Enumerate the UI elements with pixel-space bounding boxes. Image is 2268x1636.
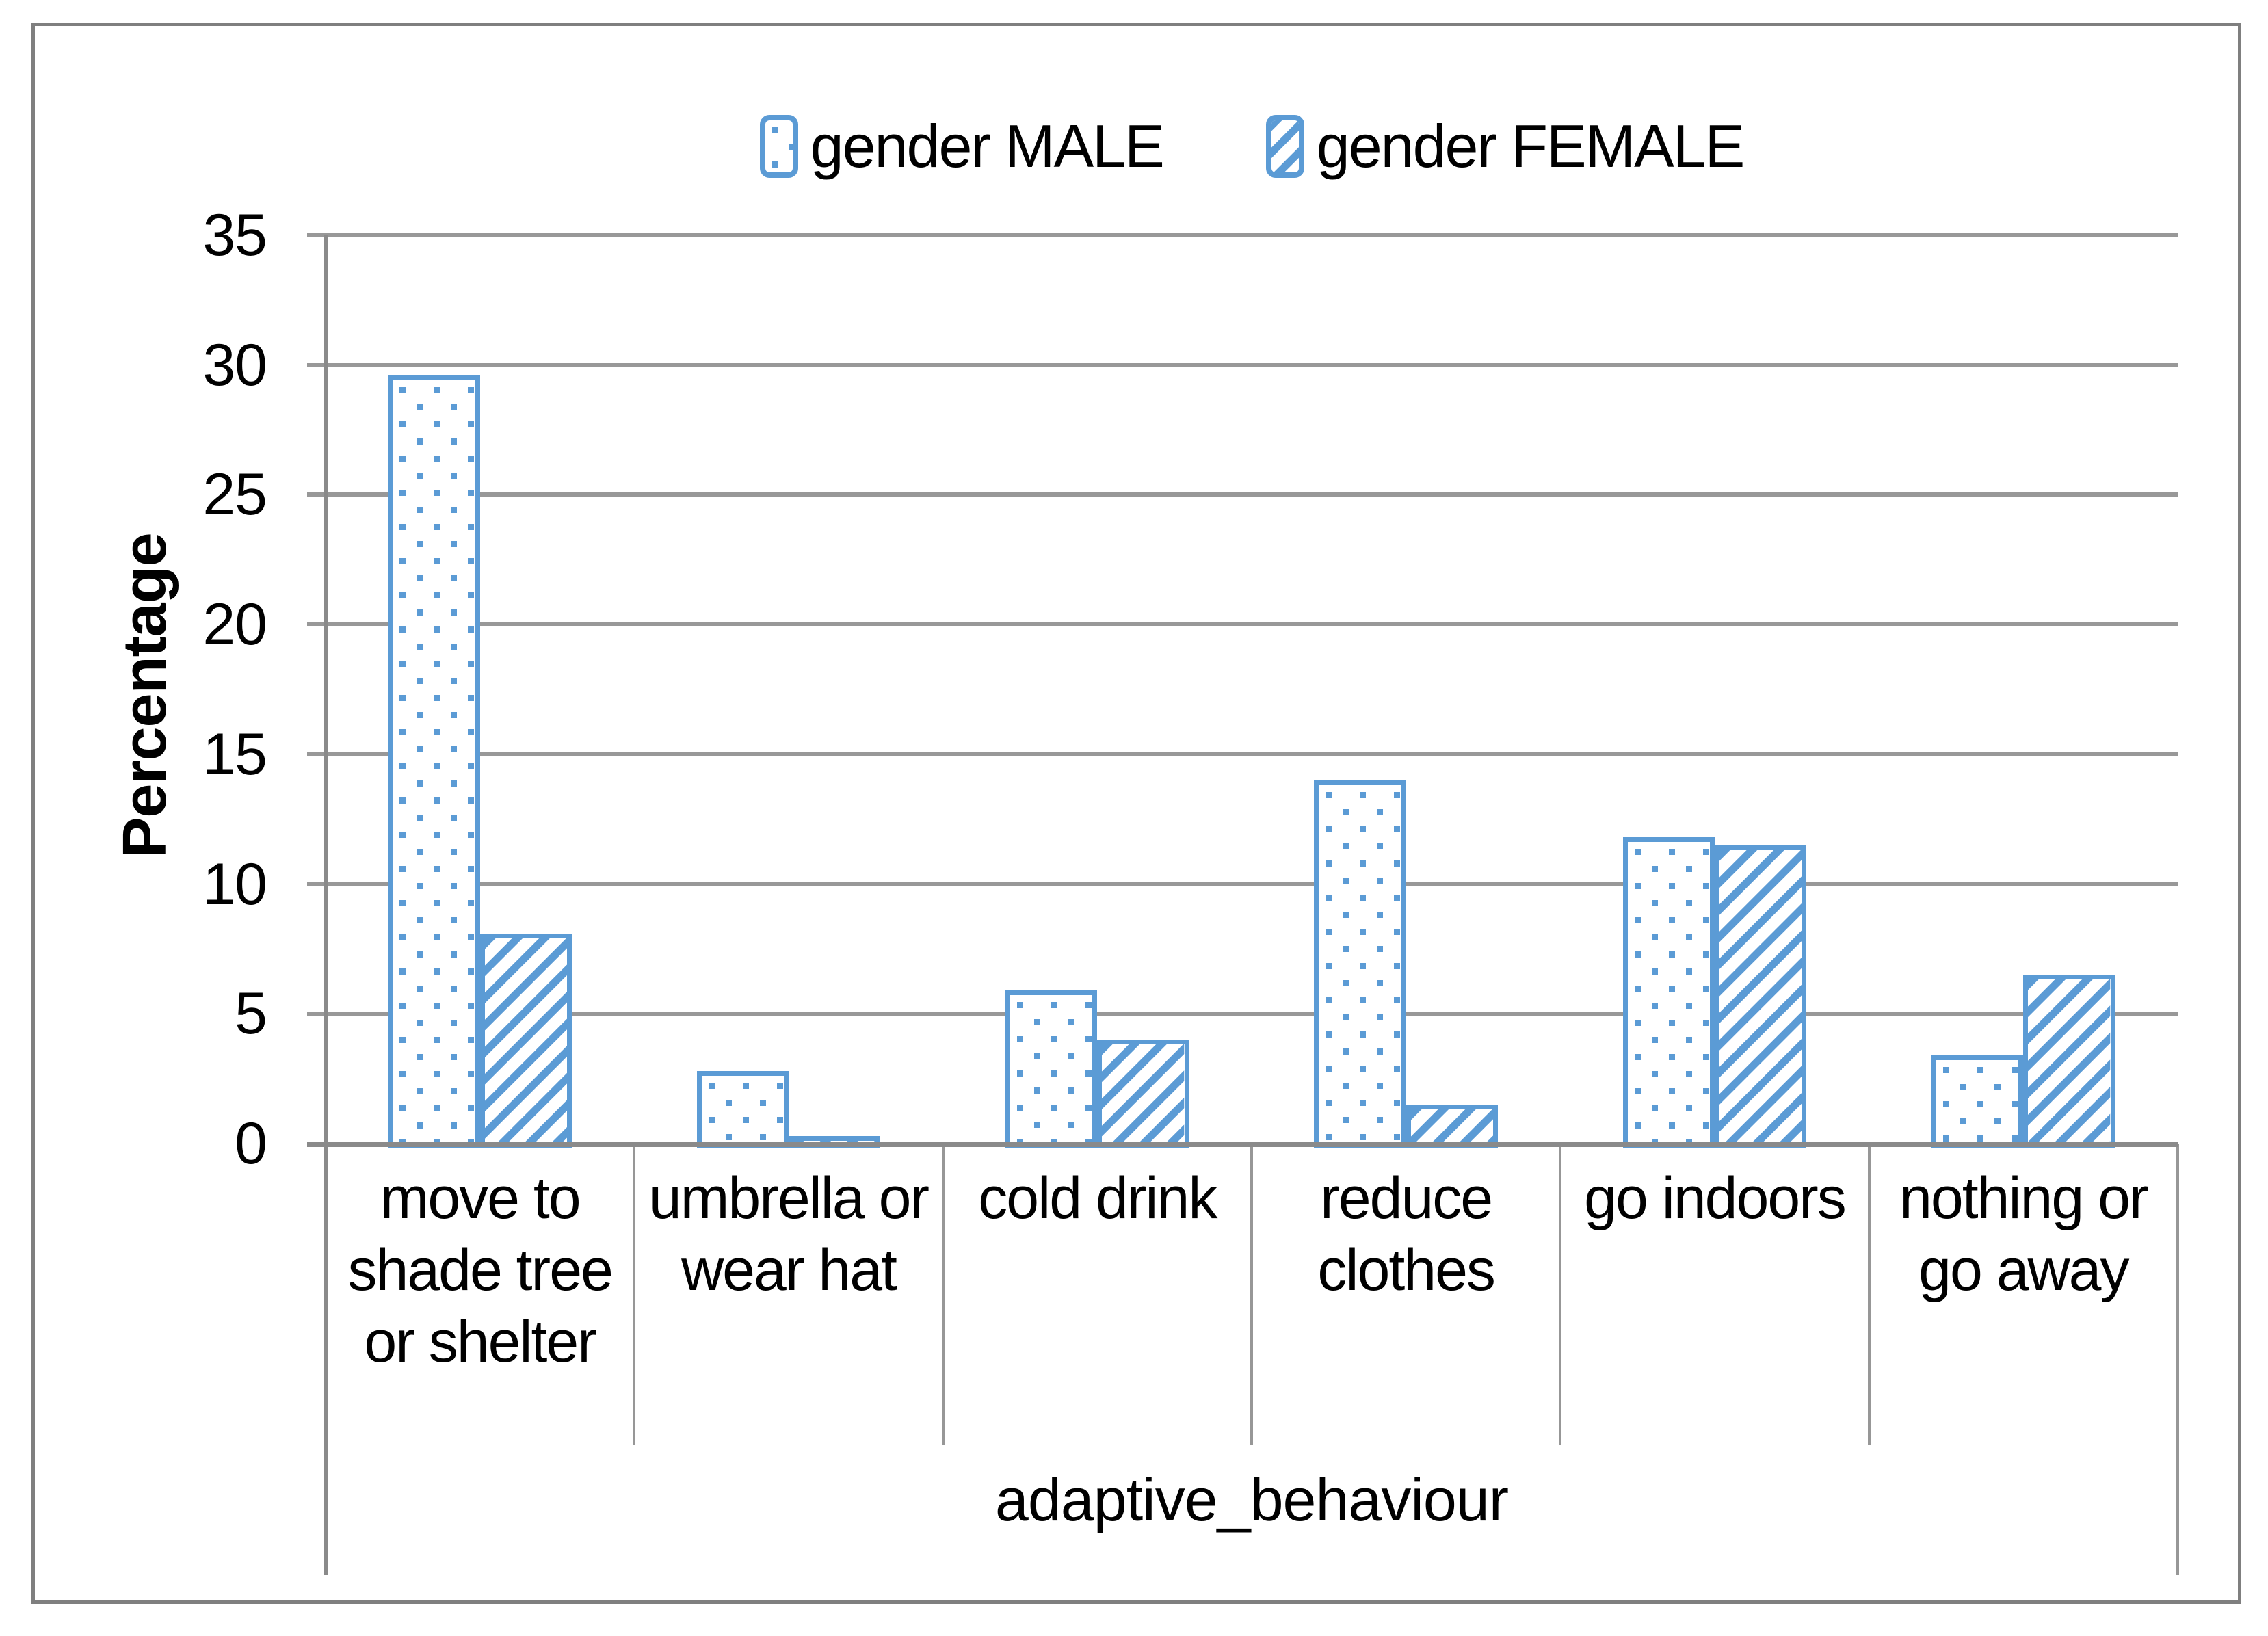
bar-gender-male-3 bbox=[1314, 780, 1406, 1148]
x-category-label: move to shade tree or shelter bbox=[347, 1165, 613, 1375]
legend-item-female: gender FEMALE bbox=[1265, 111, 1745, 181]
category-separator bbox=[1559, 1144, 1562, 1445]
bar-gender-male-5 bbox=[1931, 1055, 2024, 1148]
y-tick-label-25: 25 bbox=[202, 462, 267, 528]
x-axis-baseline bbox=[307, 1142, 2178, 1147]
y-tick-label-5: 5 bbox=[235, 981, 267, 1047]
y-tick-label-15: 15 bbox=[202, 721, 267, 787]
legend-label-male: gender MALE bbox=[810, 112, 1165, 180]
category-separator bbox=[941, 1144, 945, 1445]
hatch-pattern-fill bbox=[2028, 979, 2111, 1144]
gridline-35 bbox=[307, 233, 2178, 237]
dots-pattern-fill bbox=[1627, 842, 1710, 1144]
hatch-pattern-fill bbox=[793, 1140, 876, 1144]
x-category-label: reduce clothes bbox=[1317, 1165, 1496, 1303]
bar-gender-male-1 bbox=[696, 1070, 789, 1148]
y-axis-line bbox=[324, 235, 328, 1575]
x-axis-title: adaptive_behaviour bbox=[994, 1466, 1509, 1533]
bar-gender-female-0 bbox=[479, 933, 572, 1148]
gridline-25 bbox=[307, 492, 2178, 497]
hatch-pattern-fill bbox=[1410, 1109, 1493, 1144]
bar-gender-female-5 bbox=[2023, 975, 2115, 1148]
dotted-swatch-icon bbox=[759, 115, 798, 178]
y-tick-label-30: 30 bbox=[202, 332, 267, 398]
plot-right-edge-line bbox=[2176, 1144, 2179, 1575]
legend: gender MALE gender FEMALE bbox=[326, 111, 2178, 181]
category-separator bbox=[1250, 1144, 1253, 1445]
hatched-swatch-icon bbox=[1265, 115, 1304, 178]
bar-gender-female-4 bbox=[1715, 845, 1807, 1148]
x-category-label: umbrella or wear hat bbox=[648, 1165, 929, 1303]
dots-pattern-fill bbox=[1936, 1059, 2019, 1144]
category-separator bbox=[633, 1144, 636, 1445]
category-separator bbox=[1867, 1144, 1871, 1445]
x-category-label: nothing or go away bbox=[1899, 1165, 2149, 1303]
bar-gender-female-2 bbox=[1097, 1040, 1189, 1148]
legend-label-female: gender FEMALE bbox=[1316, 112, 1745, 180]
legend-item-male: gender MALE bbox=[759, 111, 1165, 181]
dots-pattern-fill bbox=[1010, 995, 1093, 1144]
bar-gender-male-0 bbox=[388, 375, 480, 1148]
hatch-pattern-fill bbox=[484, 938, 567, 1144]
dots-pattern-fill bbox=[1319, 784, 1401, 1144]
bar-gender-male-2 bbox=[1005, 990, 1098, 1148]
gridline-30 bbox=[307, 362, 2178, 367]
y-tick-label-0: 0 bbox=[235, 1111, 267, 1176]
y-tick-label-10: 10 bbox=[202, 851, 267, 917]
gridline-5 bbox=[307, 1012, 2178, 1016]
dots-pattern-fill bbox=[701, 1075, 784, 1144]
hatch-pattern-fill bbox=[1102, 1044, 1185, 1144]
x-category-label: cold drink bbox=[978, 1165, 1217, 1231]
gridline-15 bbox=[307, 752, 2178, 756]
bar-gender-male-4 bbox=[1622, 837, 1715, 1148]
dots-pattern-fill bbox=[393, 380, 475, 1144]
y-tick-label-35: 35 bbox=[202, 202, 267, 268]
x-category-label: go indoors bbox=[1584, 1165, 1847, 1231]
gridline-10 bbox=[307, 882, 2178, 886]
y-tick-label-20: 20 bbox=[202, 592, 267, 658]
hatch-pattern-fill bbox=[1719, 849, 1802, 1144]
gridline-20 bbox=[307, 622, 2178, 627]
